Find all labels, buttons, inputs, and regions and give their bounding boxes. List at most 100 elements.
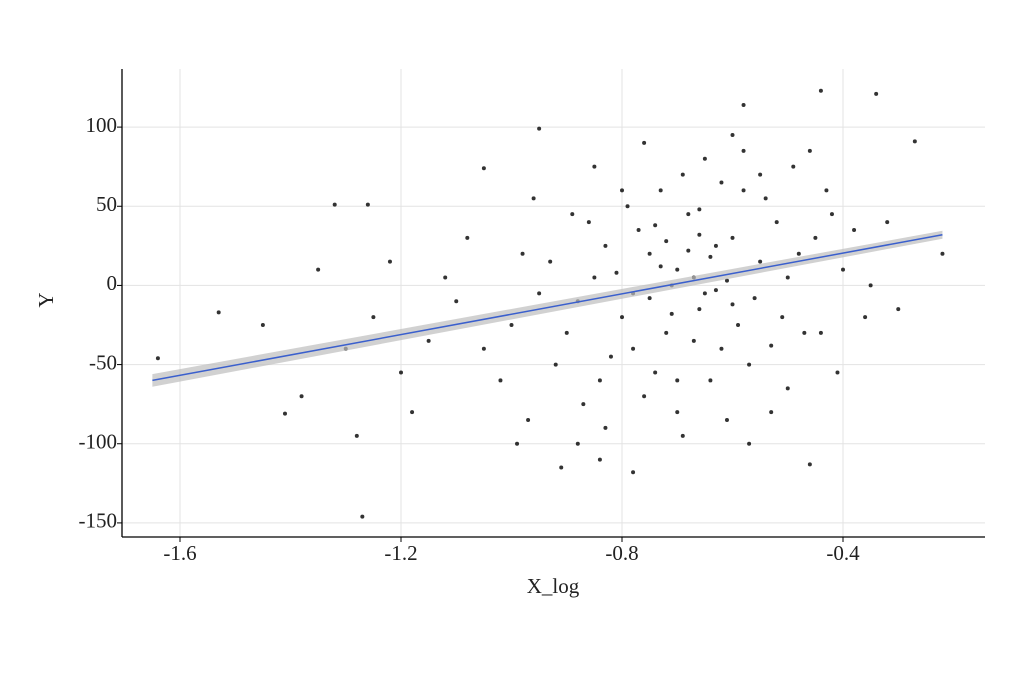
point bbox=[813, 235, 818, 240]
point bbox=[531, 196, 536, 201]
point bbox=[653, 370, 658, 375]
point bbox=[841, 267, 846, 272]
point bbox=[498, 378, 503, 383]
point bbox=[426, 338, 431, 343]
point bbox=[747, 362, 752, 367]
point bbox=[896, 307, 901, 312]
point bbox=[713, 243, 718, 248]
confidence-band bbox=[152, 230, 943, 387]
point bbox=[354, 433, 359, 438]
point bbox=[675, 378, 680, 383]
point bbox=[548, 259, 553, 264]
point bbox=[155, 356, 160, 361]
point bbox=[387, 259, 392, 264]
point bbox=[824, 188, 829, 193]
point bbox=[912, 139, 917, 144]
point bbox=[713, 288, 718, 293]
point bbox=[780, 315, 785, 320]
point bbox=[741, 102, 746, 107]
point bbox=[316, 267, 321, 272]
point bbox=[537, 291, 542, 296]
point bbox=[852, 228, 857, 233]
y-axis-label: Y bbox=[34, 292, 58, 307]
point bbox=[443, 275, 448, 280]
point bbox=[874, 91, 879, 96]
point bbox=[260, 323, 265, 328]
point bbox=[371, 315, 376, 320]
point bbox=[774, 220, 779, 225]
point bbox=[647, 296, 652, 301]
point bbox=[597, 457, 602, 462]
point bbox=[658, 188, 663, 193]
x-tick-label: -1.6 bbox=[163, 541, 196, 565]
point bbox=[614, 270, 619, 275]
point bbox=[818, 88, 823, 93]
point bbox=[691, 338, 696, 343]
point bbox=[769, 410, 774, 415]
point bbox=[597, 378, 602, 383]
point bbox=[365, 202, 370, 207]
point bbox=[332, 202, 337, 207]
point bbox=[664, 330, 669, 335]
point bbox=[481, 346, 486, 351]
point bbox=[807, 148, 812, 153]
point bbox=[697, 232, 702, 237]
point bbox=[608, 354, 613, 359]
point bbox=[741, 148, 746, 153]
point bbox=[515, 441, 520, 446]
point bbox=[785, 275, 790, 280]
point bbox=[592, 164, 597, 169]
point bbox=[526, 418, 531, 422]
point bbox=[553, 362, 558, 367]
y-tick-label: 100 bbox=[86, 113, 118, 137]
point bbox=[481, 166, 486, 171]
point bbox=[702, 156, 707, 161]
point bbox=[719, 346, 724, 351]
point bbox=[658, 264, 663, 269]
point bbox=[509, 323, 514, 328]
y-tick-label: -100 bbox=[79, 430, 118, 454]
point bbox=[719, 180, 724, 185]
point bbox=[863, 315, 868, 320]
point bbox=[835, 370, 840, 375]
point bbox=[785, 386, 790, 391]
point bbox=[791, 164, 796, 169]
point bbox=[575, 441, 580, 446]
point bbox=[736, 323, 741, 328]
point bbox=[564, 330, 569, 335]
point bbox=[642, 394, 647, 399]
y-tick-label: 0 bbox=[107, 271, 118, 295]
point bbox=[758, 259, 763, 264]
point bbox=[603, 425, 608, 430]
point bbox=[675, 410, 680, 415]
point bbox=[647, 251, 652, 256]
point bbox=[730, 133, 735, 138]
point bbox=[586, 220, 591, 225]
point bbox=[592, 275, 597, 280]
point bbox=[763, 196, 768, 201]
point bbox=[702, 291, 707, 296]
point bbox=[399, 370, 404, 375]
point bbox=[216, 310, 221, 315]
point bbox=[885, 220, 890, 225]
point bbox=[708, 254, 713, 259]
point bbox=[686, 248, 691, 253]
point bbox=[868, 283, 873, 288]
point bbox=[631, 470, 636, 475]
point bbox=[730, 302, 735, 307]
point bbox=[818, 330, 823, 335]
point bbox=[570, 212, 575, 217]
point bbox=[940, 251, 945, 256]
point bbox=[636, 228, 641, 233]
point bbox=[686, 212, 691, 217]
point bbox=[680, 172, 685, 177]
point bbox=[465, 235, 470, 240]
point bbox=[829, 212, 834, 217]
point bbox=[642, 140, 647, 145]
fit-line bbox=[152, 234, 943, 382]
point bbox=[807, 462, 812, 467]
x-tick-label: -0.8 bbox=[605, 541, 638, 565]
point bbox=[802, 330, 807, 335]
